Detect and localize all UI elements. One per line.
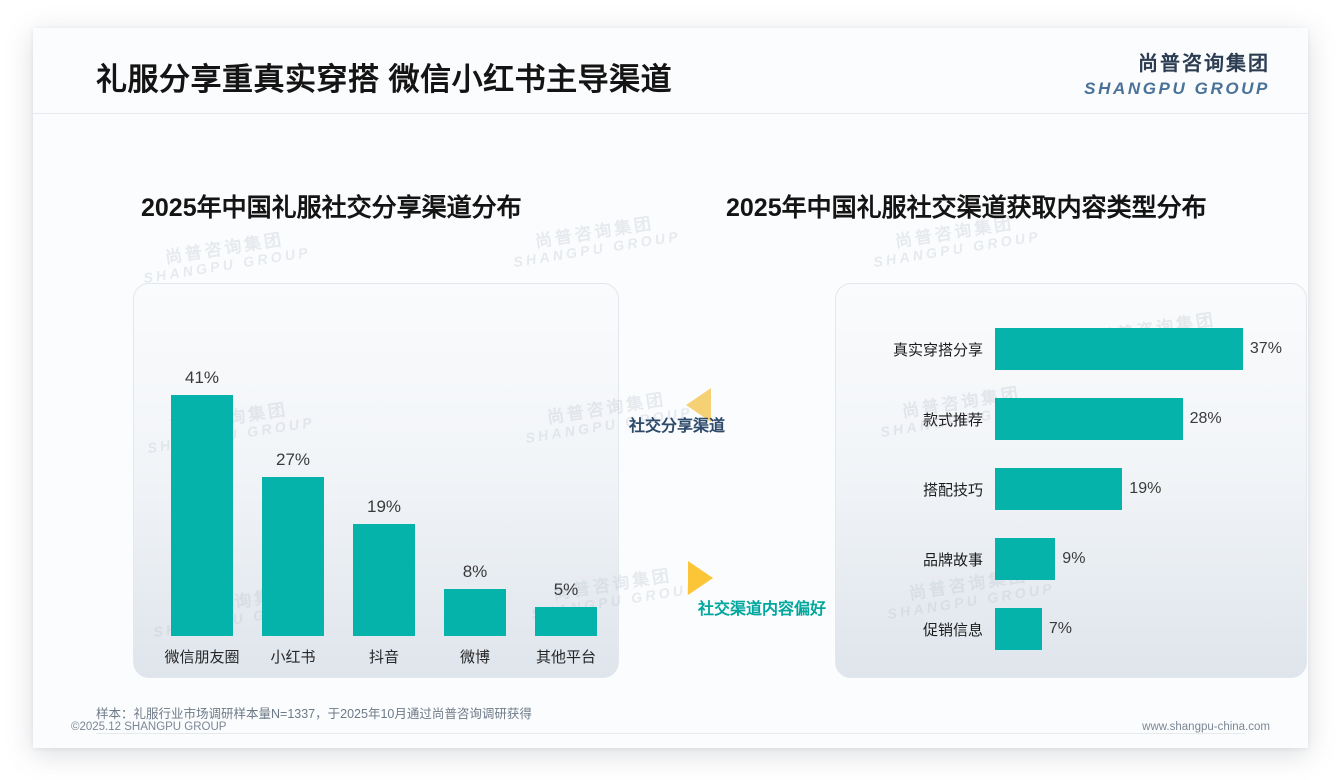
bar <box>171 394 233 636</box>
slide-header: 礼服分享重真实穿搭 微信小红书主导渠道 尚普咨询集团 SHANGPU GROUP <box>33 28 1308 114</box>
slide-card: 尚普咨询集团 SHANGPU GROUP 尚普咨询集团 SHANGPU GROU… <box>33 28 1308 748</box>
bar-value-label: 9% <box>1062 550 1086 567</box>
category-label: 其他平台 <box>535 649 597 666</box>
watermark-en: SHANGPU GROUP <box>142 243 312 286</box>
bar-row: 款式推荐 28% <box>835 398 1307 440</box>
bar-column: 41% 微信朋友圈 <box>164 367 239 666</box>
brand-logo-cn: 尚普咨询集团 <box>1138 53 1270 75</box>
bar-column: 27% 小红书 <box>262 450 324 666</box>
bar-value-label: 8% <box>462 561 488 581</box>
watermark: 尚普咨询集团 SHANGPU GROUP <box>139 227 312 286</box>
bar-row: 促销信息 7% <box>835 608 1307 650</box>
chart-title-left: 2025年中国礼服社交分享渠道分布 <box>141 194 522 222</box>
vertical-bar-chart: 41% 微信朋友圈 27% 小红书 19% 抖音 8% 微博 5% 其他平台 <box>133 283 619 678</box>
watermark-cn: 尚普咨询集团 <box>533 213 656 252</box>
category-label: 促销信息 <box>922 621 983 639</box>
category-label: 微信朋友圈 <box>164 649 240 666</box>
triangle-right-icon <box>688 561 713 595</box>
bar-value-label: 27% <box>275 450 311 469</box>
category-label: 品牌故事 <box>922 551 983 569</box>
bar-value-label: 41% <box>184 367 220 387</box>
category-label: 抖音 <box>368 649 400 666</box>
bar-value-label: 19% <box>1129 480 1162 497</box>
bar-row: 真实穿搭分享 37% <box>835 328 1307 370</box>
horizontal-bar-chart: 真实穿搭分享 37% 款式推荐 28% 搭配技巧 19% 品牌故事 9% 促销信息 7% <box>835 283 1307 678</box>
website-link[interactable]: www.shangpu-china.com <box>1142 720 1270 733</box>
category-label: 微博 <box>459 649 491 666</box>
bar <box>995 468 1123 510</box>
chart-title-right: 2025年中国礼服社交渠道获取内容类型分布 <box>726 194 1207 222</box>
watermark-en: SHANGPU GROUP <box>872 227 1042 270</box>
annotation-label: 社交渠道内容偏好 <box>698 601 827 618</box>
category-label: 真实穿搭分享 <box>892 341 983 359</box>
page-title: 礼服分享重真实穿搭 微信小红书主导渠道 <box>96 62 673 97</box>
watermark-cn: 尚普咨询集团 <box>163 229 286 268</box>
bar <box>995 398 1183 440</box>
category-label: 小红书 <box>270 649 316 666</box>
category-label: 搭配技巧 <box>922 481 983 499</box>
bar <box>995 538 1056 580</box>
bar-row: 品牌故事 9% <box>835 538 1307 580</box>
brand-logo: 尚普咨询集团 SHANGPU GROUP <box>1084 54 1270 97</box>
category-label: 款式推荐 <box>922 411 983 429</box>
bar-value-label: 5% <box>553 579 579 599</box>
bar-column: 8% 微博 <box>444 561 506 666</box>
bar <box>444 588 506 636</box>
bar <box>995 608 1042 650</box>
bar-column: 19% 抖音 <box>353 497 415 666</box>
bar-value-label: 19% <box>366 497 402 517</box>
copyright-text: ©2025.12 SHANGPU GROUP <box>71 720 227 733</box>
slide-footer: ©2025.12 SHANGPU GROUP www.shangpu-china… <box>33 705 1308 748</box>
triangle-left-icon <box>686 388 711 422</box>
brand-logo-en: SHANGPU GROUP <box>1084 79 1270 98</box>
footnote: 样本：礼服行业市场调研样本量N=1337，于2025年10月通过尚普咨询调研获得 <box>96 703 1245 734</box>
bar-value-label: 37% <box>1249 340 1282 357</box>
bar <box>262 477 324 636</box>
bar-row: 搭配技巧 19% <box>835 468 1307 510</box>
bar-value-label: 28% <box>1189 410 1222 427</box>
bar <box>995 328 1243 370</box>
watermark: 尚普咨询集团 SHANGPU GROUP <box>509 211 682 270</box>
bar-value-label: 7% <box>1048 620 1073 637</box>
bar <box>353 524 415 636</box>
annotation-label: 社交分享渠道 <box>629 418 726 435</box>
bar-column: 5% 其他平台 <box>535 579 597 666</box>
bar <box>535 606 597 636</box>
watermark-en: SHANGPU GROUP <box>512 227 682 270</box>
